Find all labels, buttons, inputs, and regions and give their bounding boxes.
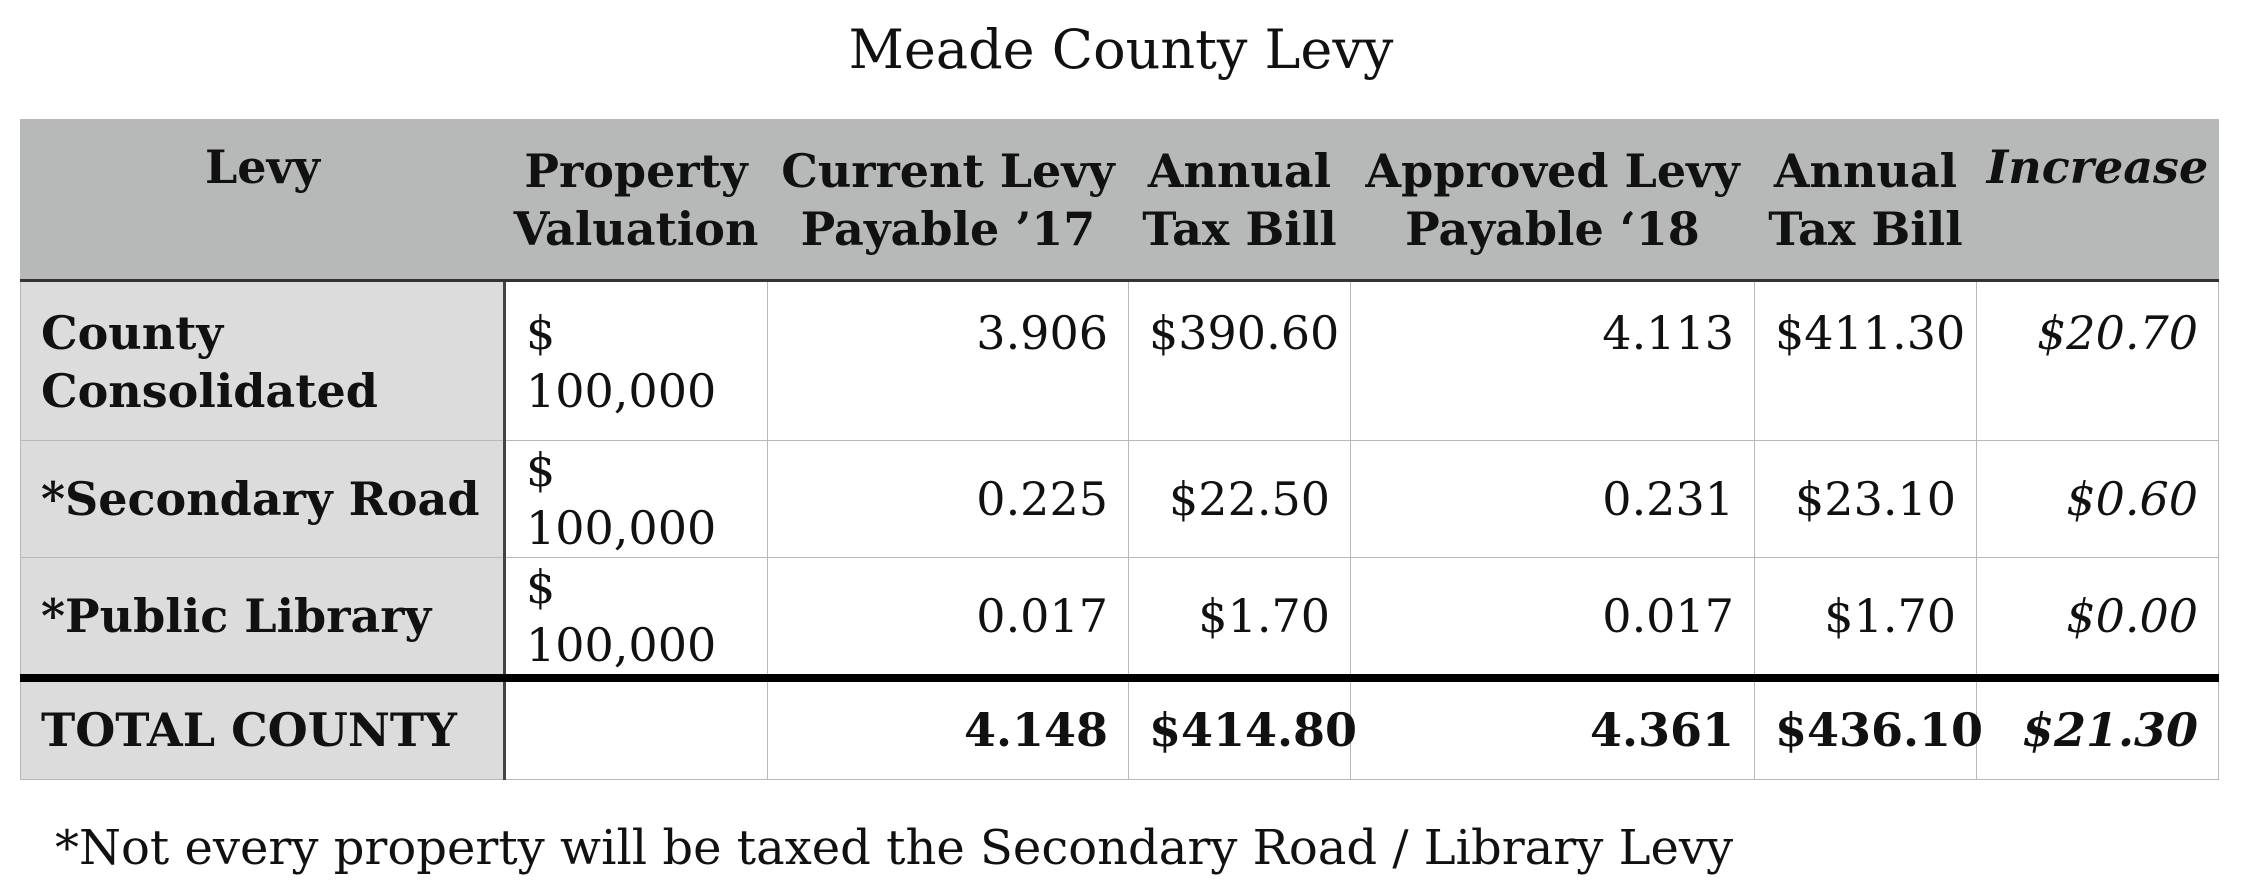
increase-cell: $0.60 — [1976, 440, 2219, 558]
valuation-amount: 100,000 — [526, 364, 717, 418]
valuation-amount: 100,000 — [526, 501, 717, 555]
total-label: TOTAL COUNTY — [20, 674, 506, 780]
approved-tax-bill-cell: $1.70 — [1754, 557, 1977, 682]
row-label-line: County — [41, 306, 224, 360]
property-valuation-cell: $ 100,000 — [504, 440, 768, 558]
header-line: Tax Bill — [1142, 201, 1337, 256]
row-label: *Public Library — [20, 557, 506, 682]
header-line: Valuation — [513, 201, 759, 256]
header-property-valuation: Property Valuation — [504, 119, 768, 282]
total-current-levy-cell: 4.148 — [767, 674, 1129, 780]
current-levy-cell: 0.017 — [767, 557, 1129, 682]
footnote: *Not every property will be taxed the Se… — [55, 820, 1734, 876]
header-levy-label: Levy — [204, 140, 321, 194]
header-approved-levy: Approved Levy Payable ‘18 — [1350, 119, 1755, 282]
current-levy-cell: 0.225 — [767, 440, 1129, 558]
table-row: *Secondary Road $ 100,000 0.225 $22.50 0… — [20, 440, 2219, 558]
table-header-row: Levy Property Valuation Current Levy Pay… — [20, 119, 2219, 282]
header-increase: Increase — [1976, 119, 2219, 282]
approved-levy-cell: 0.017 — [1350, 557, 1755, 682]
current-levy-cell: 3.906 — [767, 280, 1129, 441]
total-approved-levy-cell: 4.361 — [1350, 674, 1755, 780]
current-tax-bill-cell: $390.60 — [1128, 280, 1351, 441]
currency-symbol: $ — [526, 560, 556, 614]
row-label-line: Consolidated — [41, 364, 378, 418]
header-line: Approved Levy — [1365, 143, 1740, 198]
header-line: Current Levy — [781, 143, 1115, 198]
header-line: Payable ‘18 — [1405, 201, 1700, 256]
header-levy: Levy — [20, 119, 505, 282]
approved-levy-cell: 0.231 — [1350, 440, 1755, 558]
page-title: Meade County Levy — [848, 18, 1394, 81]
currency-symbol: $ — [526, 306, 556, 360]
approved-tax-bill-cell: $23.10 — [1754, 440, 1977, 558]
approved-levy-cell: 4.113 — [1350, 280, 1755, 441]
row-label: County Consolidated — [20, 280, 506, 441]
row-label: *Secondary Road — [20, 440, 506, 558]
total-row: TOTAL COUNTY 4.148 $414.80 4.361 $436.10… — [20, 674, 2219, 780]
total-approved-tax-bill-cell: $436.10 — [1754, 674, 1983, 780]
table-row: County Consolidated $ 100,000 3.906 $390… — [20, 280, 2219, 441]
current-tax-bill-cell: $1.70 — [1128, 557, 1351, 682]
total-increase-cell: $21.30 — [1976, 674, 2219, 780]
total-valuation-cell — [504, 674, 768, 780]
levy-table: Levy Property Valuation Current Levy Pay… — [20, 119, 2219, 780]
increase-cell: $20.70 — [1976, 280, 2219, 441]
increase-cell: $0.00 — [1976, 557, 2219, 682]
header-increase-label: Increase — [1986, 140, 2209, 194]
approved-tax-bill-cell: $411.30 — [1754, 280, 1977, 441]
header-line: Payable ’17 — [800, 201, 1096, 256]
header-annual-tax-bill-current: Annual Tax Bill — [1128, 119, 1351, 282]
header-line: Property — [524, 143, 748, 198]
property-valuation-cell: $ 100,000 — [504, 557, 768, 682]
total-current-tax-bill-cell: $414.80 — [1128, 674, 1357, 780]
header-line: Tax Bill — [1768, 201, 1963, 256]
property-valuation-cell: $ 100,000 — [504, 280, 768, 441]
header-annual-tax-bill-approved: Annual Tax Bill — [1754, 119, 1977, 282]
current-tax-bill-cell: $22.50 — [1128, 440, 1351, 558]
currency-symbol: $ — [526, 443, 556, 497]
table-row: *Public Library $ 100,000 0.017 $1.70 0.… — [20, 557, 2219, 682]
header-line: Annual — [1773, 143, 1958, 198]
valuation-amount: 100,000 — [526, 618, 717, 672]
header-current-levy: Current Levy Payable ’17 — [767, 119, 1129, 282]
header-line: Annual — [1147, 143, 1332, 198]
